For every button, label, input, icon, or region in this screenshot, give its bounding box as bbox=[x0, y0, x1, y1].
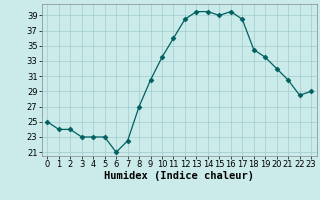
X-axis label: Humidex (Indice chaleur): Humidex (Indice chaleur) bbox=[104, 171, 254, 181]
